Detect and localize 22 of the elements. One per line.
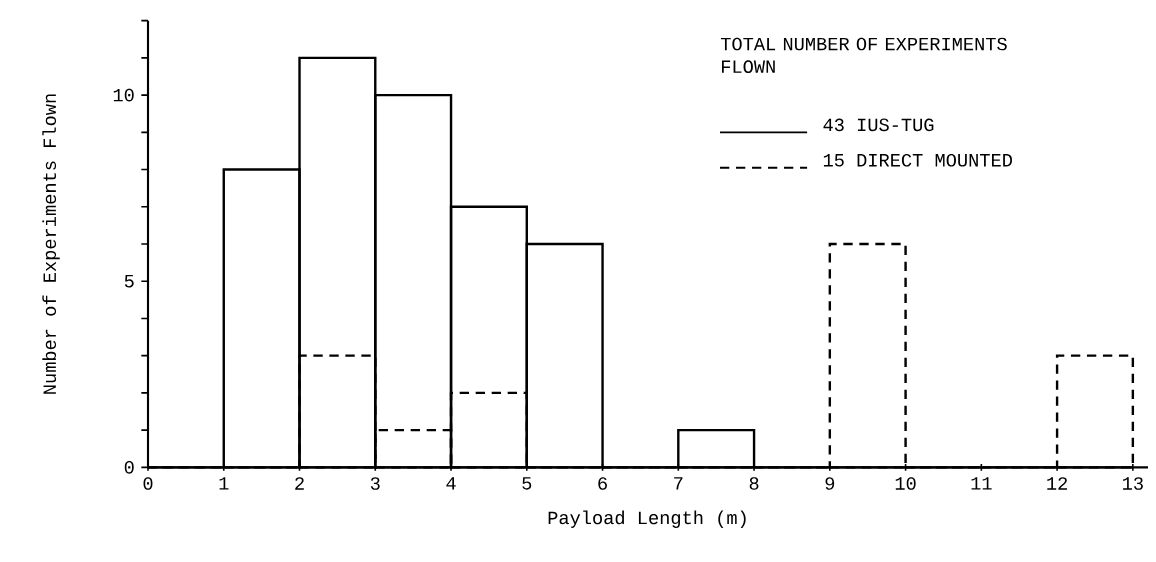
x-tick-label: 11 — [971, 477, 992, 490]
x-tick-label: 6 — [598, 477, 607, 490]
x-tick-label: 7 — [674, 477, 683, 490]
y-tick-label: 10 — [113, 88, 134, 102]
y-axis-title: Number of Experiments Flown — [42, 94, 60, 394]
x-tick-label: 0 — [143, 477, 153, 490]
x-tick-label: 2 — [295, 477, 304, 490]
y-tick-label: 5 — [124, 274, 134, 288]
x-tick-label: 3 — [370, 477, 380, 490]
x-tick-label: 12 — [1047, 477, 1067, 490]
x-tick-label: 13 — [1123, 477, 1143, 490]
x-tick-label: 1 — [219, 477, 229, 490]
x-tick-label: 10 — [895, 477, 916, 490]
x-tick-label: 9 — [825, 477, 835, 490]
legend-title: TOTAL NUMBER OF EXPERIMENTS FLOWN — [720, 37, 1007, 74]
legend-label: 43 IUS-TUG — [823, 118, 934, 132]
legend-label: 15 DIRECT MOUNTED — [823, 153, 1012, 167]
x-tick-label: 5 — [522, 477, 532, 490]
x-tick-label: 8 — [749, 477, 759, 490]
x-axis-title: Payload Length (m) — [548, 510, 746, 528]
y-tick-label: 0 — [124, 461, 134, 474]
x-tick-label: 4 — [446, 477, 456, 490]
